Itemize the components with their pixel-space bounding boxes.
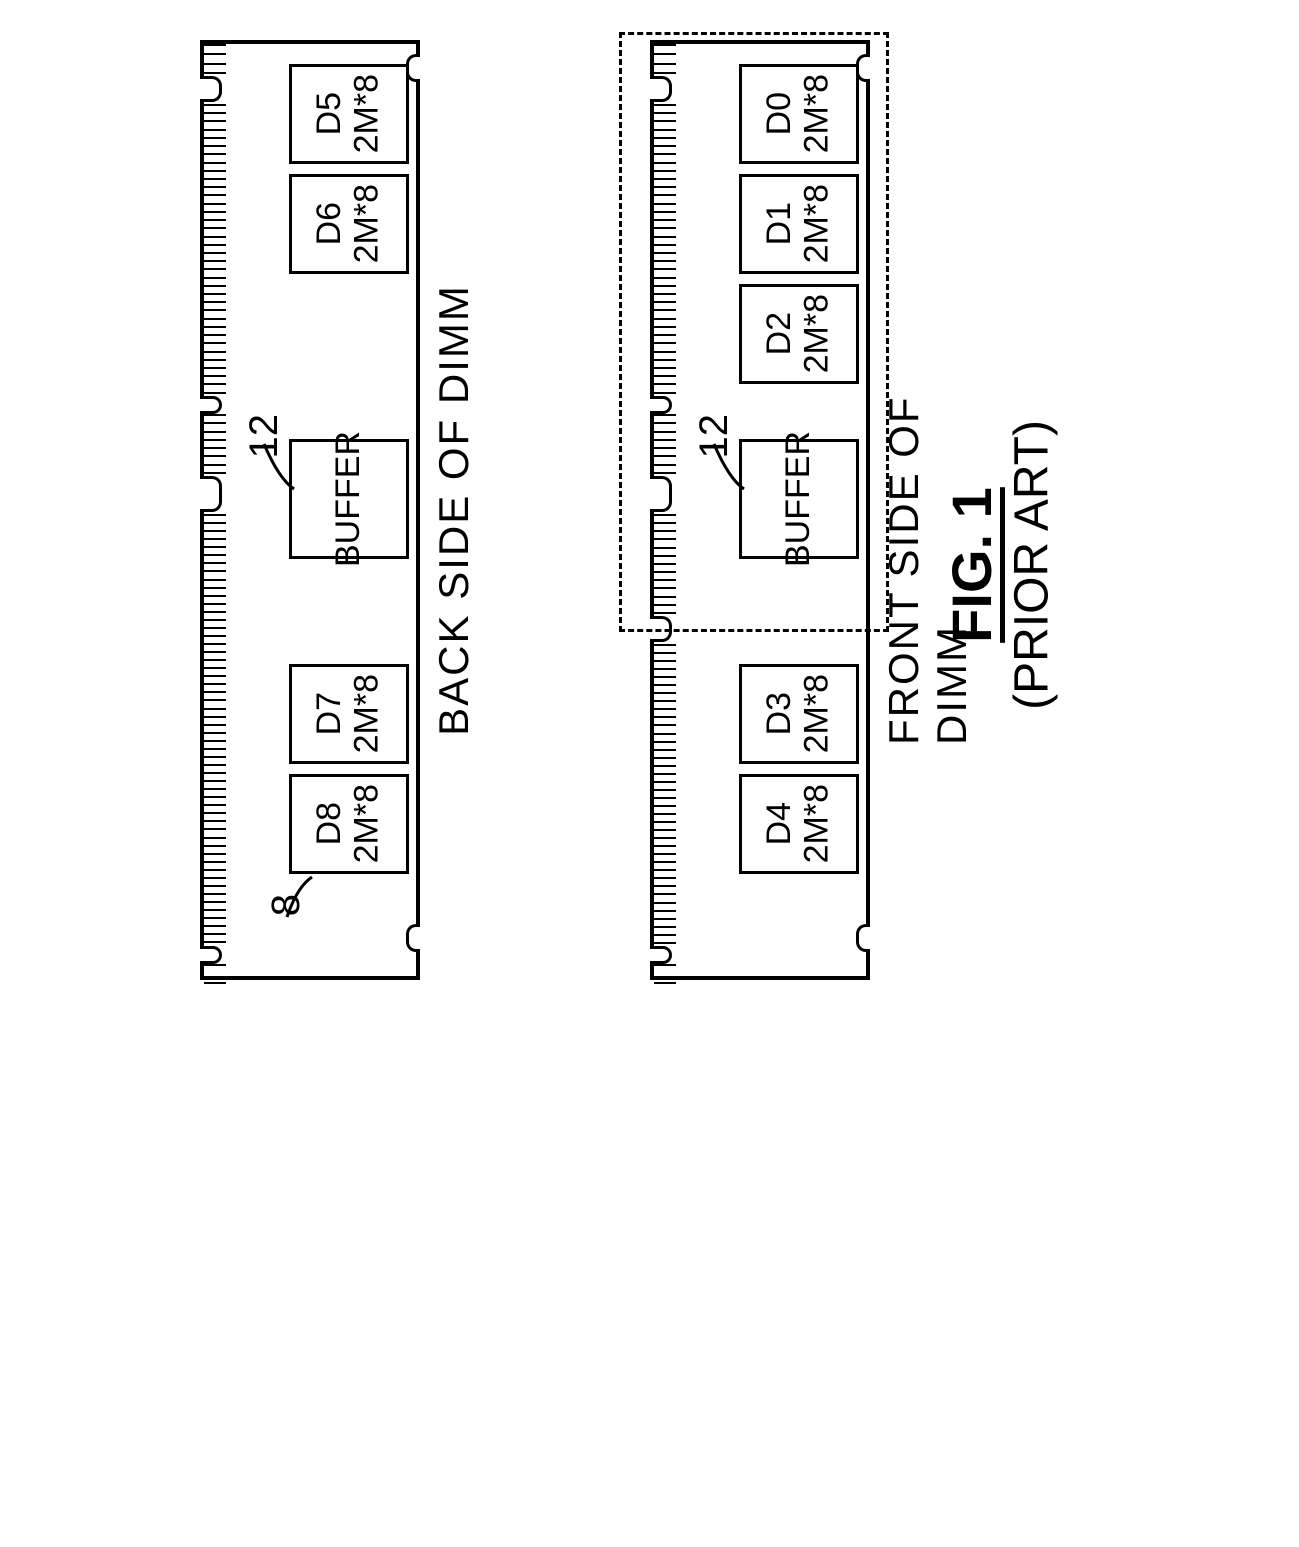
chip-label: D5 2M*8 <box>311 74 386 153</box>
board-notch <box>856 924 870 952</box>
front-board: D0 2M*8 D1 2M*8 D2 2M*8 BUFFER D3 2M*8 D4 2M*… <box>650 40 870 980</box>
pin-strip <box>204 514 230 944</box>
chip-label: D4 2M*8 <box>761 784 836 863</box>
pin-strip <box>654 514 680 614</box>
chip-label: D1 2M*8 <box>761 184 836 263</box>
front-side-group: FRONT SIDE OF DIMM D0 2M*8D1 2M*8D2 2M*8… <box>650 40 870 980</box>
chip-label: D3 2M*8 <box>761 674 836 753</box>
board-notch <box>200 476 222 512</box>
board-notch <box>650 396 672 414</box>
back-title: BACK SIDE OF DIMM <box>430 284 478 736</box>
board-notch <box>650 616 672 642</box>
pin-strip <box>654 414 680 474</box>
board-notch <box>650 76 672 102</box>
figure-container: BACK SIDE OF DIMM D5 2M*8 D6 2M*8 BUFFER D7… <box>200 40 1100 1140</box>
chip-label: D0 2M*8 <box>761 74 836 153</box>
caption-sub: (PRIOR ART) <box>1005 420 1058 710</box>
pin-strip <box>654 44 680 74</box>
board-notch <box>200 396 222 414</box>
chip-d7: D7 2M*8 <box>289 664 409 764</box>
chip-d2: D2 2M*8 <box>739 284 859 384</box>
pin-strip <box>204 104 230 394</box>
chip-label: BUFFER <box>330 431 367 567</box>
board-notch <box>406 924 420 952</box>
chip-d0: D0 2M*8 <box>739 64 859 164</box>
chip-label: D7 2M*8 <box>311 674 386 753</box>
chip-label: D6 2M*8 <box>311 184 386 263</box>
chip-d3: D3 2M*8 <box>739 664 859 764</box>
back-board: D5 2M*8D6 2M*8BUFFERD7 2M*8D8 2M*8128 <box>200 40 420 980</box>
board-notch <box>200 946 222 964</box>
pin-strip <box>204 44 230 74</box>
leader-line-icon <box>259 439 309 499</box>
pin-strip <box>654 964 680 984</box>
caption-main: FIG. 1 <box>940 487 1003 643</box>
pin-strip <box>204 964 230 984</box>
chip-label: D8 2M*8 <box>311 784 386 863</box>
board-notch <box>650 946 672 964</box>
figure-caption: FIG. 1 (PRIOR ART) <box>940 420 1190 710</box>
chip-label: BUFFER <box>780 431 817 567</box>
pin-strip <box>654 104 680 394</box>
board-notch <box>200 76 222 102</box>
chip-label: D2 2M*8 <box>761 294 836 373</box>
leader-line-icon <box>282 872 322 922</box>
chip-d8: D8 2M*8 <box>289 774 409 874</box>
pin-strip <box>204 414 230 474</box>
leader-line-icon <box>709 439 759 499</box>
chip-d4: D4 2M*8 <box>739 774 859 874</box>
chip-d1: D1 2M*8 <box>739 174 859 274</box>
pin-strip <box>654 644 680 944</box>
board-notch <box>650 476 672 512</box>
chip-d6: D6 2M*8 <box>289 174 409 274</box>
chip-d5: D5 2M*8 <box>289 64 409 164</box>
back-side-group: BACK SIDE OF DIMM D5 2M*8D6 2M*8BUFFERD7… <box>200 40 420 980</box>
